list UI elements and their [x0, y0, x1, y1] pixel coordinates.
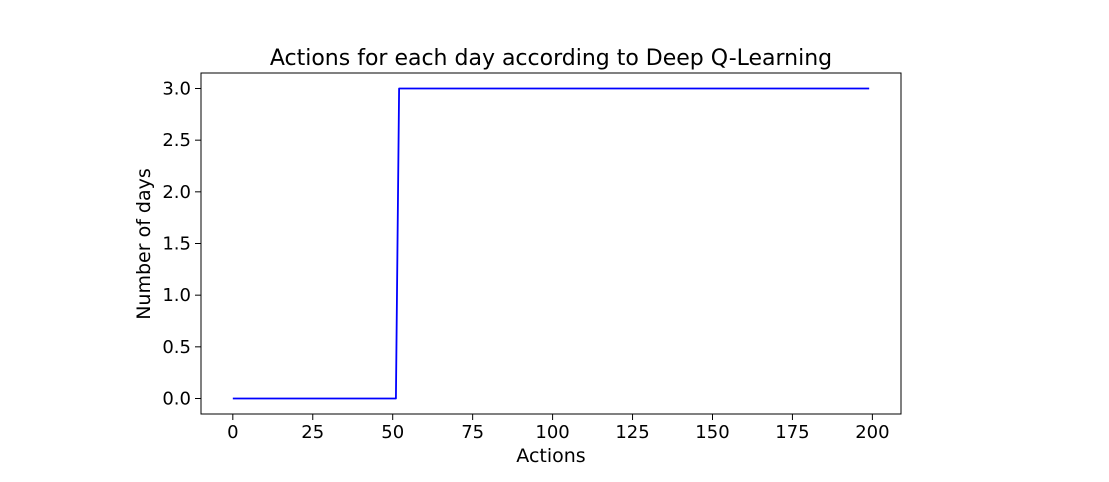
plot-frame: [200, 72, 902, 415]
x-tick-label: 200: [855, 422, 889, 443]
plot-area: [200, 72, 902, 415]
x-tick-label: 75: [461, 422, 484, 443]
y-axis-ticks: 0.0 0.5 1.0 1.5 2.0 2.5 3.0: [162, 79, 201, 410]
x-tick-label: 150: [695, 422, 729, 443]
chart-title: Actions for each day according to Deep Q…: [270, 46, 832, 71]
y-axis-label: Number of days: [133, 168, 155, 320]
y-tick-label: 0.0: [162, 389, 191, 410]
y-tick-label: 3.0: [162, 79, 191, 100]
y-tick-label: 1.5: [162, 234, 191, 255]
y-tick-label: 0.5: [162, 337, 191, 358]
x-tick-label: 25: [301, 422, 324, 443]
y-tick-label: 2.5: [162, 130, 191, 151]
y-tick-label: 2.0: [162, 182, 191, 203]
y-tick-label: 1.0: [162, 285, 191, 306]
x-tick-label: 175: [775, 422, 809, 443]
series-line-0: [232, 87, 870, 400]
x-tick-label: 50: [381, 422, 404, 443]
x-axis-label: Actions: [516, 445, 585, 467]
x-tick-label: 0: [227, 422, 238, 443]
x-tick-label: 100: [535, 422, 569, 443]
x-tick-label: 125: [615, 422, 649, 443]
x-axis-ticks: 0 25 50 75 100 125 150 175 200: [227, 414, 890, 443]
